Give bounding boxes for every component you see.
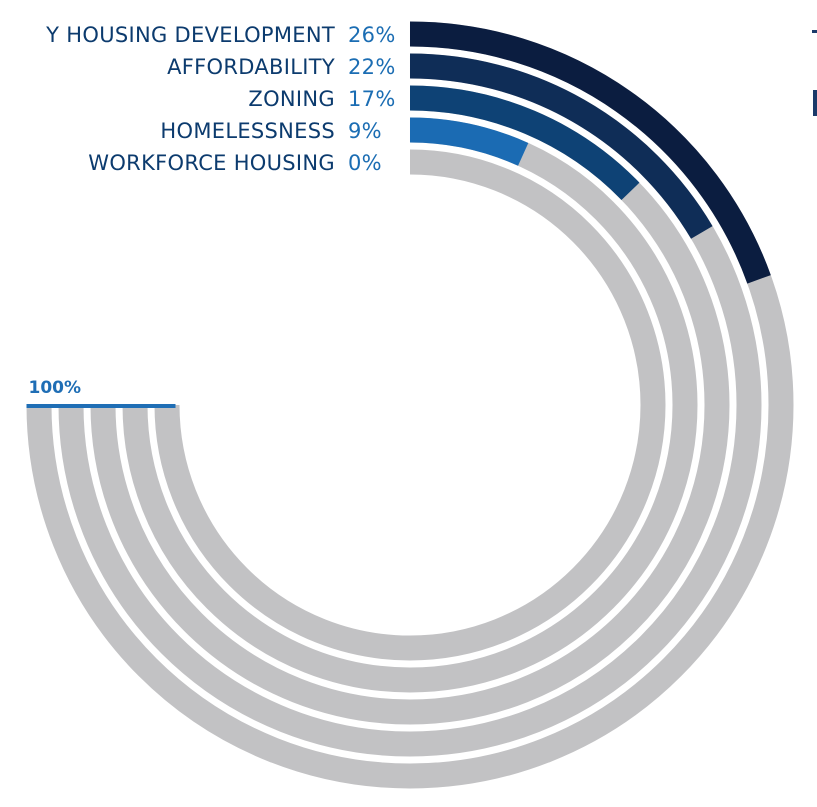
max-scale-label: 100%	[29, 378, 82, 398]
ring-track-3	[122, 117, 698, 693]
category-label-3: HOMELESSNESS	[160, 119, 335, 143]
ring-labels: 26% Y HOUSING DEVELOPMENT 22% AFFORDABILITY…	[45, 23, 395, 175]
ring-bar-3	[409, 117, 529, 166]
ring-track-4	[154, 149, 666, 661]
ring-bar-1	[409, 53, 713, 239]
value-label-4: 0%	[348, 151, 382, 175]
category-label-2: ZONING	[248, 87, 335, 111]
ring-bars	[409, 21, 771, 284]
category-label-4: WORKFORCE HOUSING	[88, 151, 335, 175]
value-label-2: 17%	[348, 87, 396, 111]
value-label-0: 26%	[348, 23, 396, 47]
ring-bar-2	[409, 85, 640, 201]
value-label-3: 9%	[348, 119, 382, 143]
category-label-0: Y HOUSING DEVELOPMENT	[45, 23, 335, 47]
cropped-legend-fragment	[812, 30, 817, 116]
category-label-1: AFFORDABILITY	[167, 55, 335, 79]
value-label-1: 22%	[348, 55, 396, 79]
ring-bar-0	[409, 21, 771, 284]
